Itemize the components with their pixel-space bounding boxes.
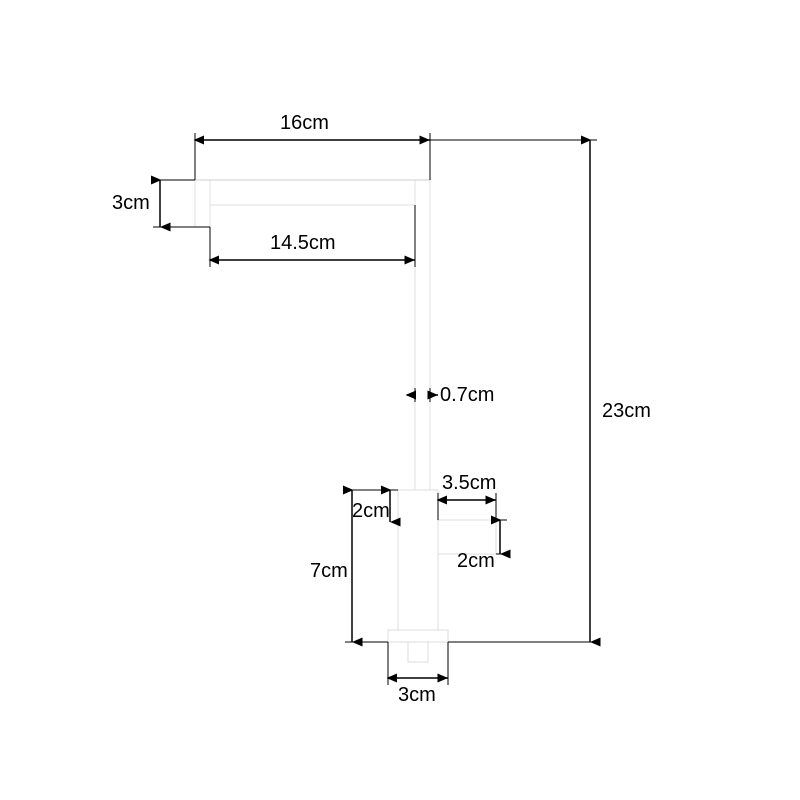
diagram-stage: 16cm 3cm 14.5cm 0.7cm 23cm 7cm 2cm 3.5cm…	[0, 0, 800, 800]
dim-label-body-height: 7cm	[310, 560, 348, 583]
dim-label-neck-thickness: 0.7cm	[440, 384, 494, 407]
dim-label-inner-width: 14.5cm	[270, 232, 336, 255]
dim-label-total-height: 23cm	[602, 400, 651, 423]
dimension-lines	[0, 0, 800, 800]
dim-label-nozzle-height: 3cm	[112, 192, 150, 215]
dim-label-body-top-2cm: 2cm	[352, 500, 390, 523]
dim-label-top-width: 16cm	[280, 112, 329, 135]
dim-label-handle-width: 3.5cm	[442, 472, 496, 495]
dim-label-handle-height: 2cm	[457, 550, 495, 573]
dim-label-base-width: 3cm	[398, 684, 436, 707]
